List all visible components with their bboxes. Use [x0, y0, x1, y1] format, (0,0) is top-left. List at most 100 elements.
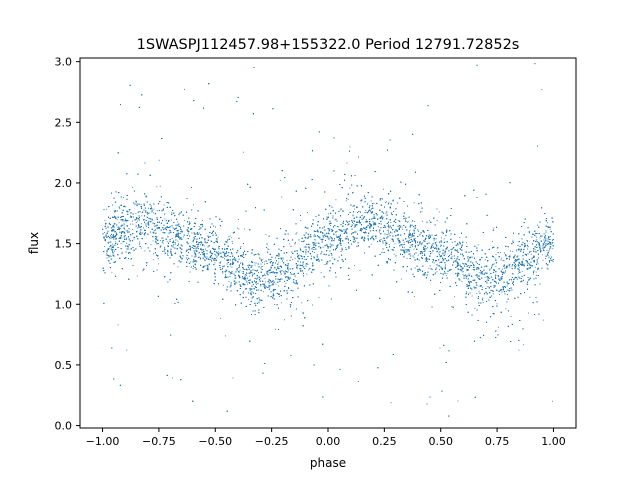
- data-point: [372, 217, 374, 219]
- data-point: [460, 266, 461, 268]
- data-point: [278, 285, 279, 287]
- data-point: [246, 278, 248, 280]
- data-point: [393, 253, 395, 255]
- data-point: [237, 219, 239, 221]
- data-point: [502, 260, 504, 262]
- data-point: [456, 258, 458, 260]
- data-point: [352, 214, 354, 216]
- data-point: [244, 274, 246, 276]
- data-point: [135, 213, 137, 214]
- data-point: [275, 272, 277, 274]
- data-point: [510, 316, 512, 317]
- data-point: [264, 273, 266, 275]
- data-point: [338, 244, 340, 246]
- data-point: [316, 242, 318, 244]
- data-point: [385, 212, 387, 214]
- data-point: [546, 267, 548, 269]
- data-point: [493, 227, 495, 229]
- data-point: [459, 237, 461, 239]
- data-point: [549, 228, 551, 230]
- data-point: [126, 221, 128, 223]
- data-point: [477, 244, 479, 246]
- data-point: [339, 209, 341, 211]
- data-point: [451, 242, 453, 243]
- data-point: [521, 262, 523, 264]
- data-point: [294, 242, 296, 243]
- data-point: [436, 241, 438, 243]
- data-point: [237, 227, 239, 229]
- data-point: [355, 224, 357, 225]
- data-point: [147, 217, 149, 218]
- data-point: [198, 232, 200, 234]
- data-point: [140, 203, 142, 205]
- data-point: [320, 248, 322, 249]
- data-point: [159, 240, 161, 242]
- data-point: [441, 237, 442, 239]
- data-point: [195, 256, 197, 258]
- data-point: [436, 220, 438, 222]
- data-point: [545, 232, 547, 234]
- data-point: [461, 280, 463, 282]
- data-point: [426, 259, 428, 260]
- data-point: [422, 255, 424, 256]
- data-point: [423, 248, 425, 249]
- data-point: [206, 268, 208, 270]
- data-point: [244, 228, 246, 230]
- data-point: [229, 273, 231, 275]
- data-point: [172, 377, 173, 379]
- data-point: [156, 186, 158, 188]
- data-point: [462, 268, 464, 270]
- data-point: [136, 227, 138, 229]
- data-point: [246, 273, 248, 275]
- data-point: [299, 248, 301, 250]
- data-point: [224, 258, 226, 260]
- data-point: [369, 225, 371, 227]
- data-point: [256, 284, 258, 285]
- data-point: [466, 242, 468, 244]
- data-point: [518, 269, 520, 270]
- data-point: [335, 234, 337, 236]
- data-point: [545, 243, 547, 244]
- data-point: [534, 248, 536, 250]
- data-point: [505, 291, 507, 292]
- data-point: [461, 262, 463, 264]
- data-point: [484, 276, 486, 278]
- data-point: [403, 247, 405, 249]
- data-point: [279, 296, 280, 298]
- data-point: [534, 266, 536, 268]
- data-point: [492, 240, 493, 242]
- data-point: [345, 200, 347, 202]
- data-point: [298, 254, 300, 256]
- data-point: [406, 257, 408, 259]
- data-point: [115, 241, 117, 243]
- data-point: [232, 242, 234, 244]
- data-point: [331, 257, 333, 259]
- data-point: [195, 248, 197, 250]
- data-point: [472, 269, 474, 271]
- data-point: [462, 273, 464, 275]
- data-point: [156, 227, 158, 229]
- data-point: [372, 221, 374, 223]
- data-point: [326, 218, 328, 220]
- data-point: [409, 253, 411, 255]
- data-point: [129, 223, 131, 225]
- data-point: [536, 224, 538, 226]
- data-point: [496, 303, 498, 305]
- data-point: [492, 293, 494, 295]
- data-point: [124, 232, 126, 234]
- data-point: [509, 266, 511, 268]
- data-point: [231, 266, 233, 268]
- data-point: [442, 253, 444, 255]
- data-point: [258, 272, 259, 273]
- data-point: [182, 257, 183, 259]
- data-point: [318, 259, 320, 261]
- data-point: [366, 211, 368, 213]
- data-point: [240, 246, 242, 248]
- data-point: [457, 269, 459, 271]
- data-point: [236, 261, 238, 263]
- data-point: [352, 205, 354, 207]
- data-point: [253, 262, 255, 264]
- data-point: [153, 208, 155, 210]
- data-point: [236, 269, 238, 271]
- data-point: [449, 269, 451, 270]
